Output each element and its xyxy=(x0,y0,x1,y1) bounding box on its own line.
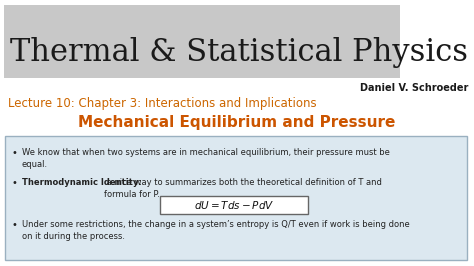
Bar xyxy=(160,196,308,214)
Text: Lecture 10: Chapter 3: Interactions and Implications: Lecture 10: Chapter 3: Interactions and … xyxy=(8,98,317,110)
Text: a nice way to summarizes both the theoretical definition of T and
formula for P.: a nice way to summarizes both the theore… xyxy=(104,178,382,199)
Text: Under some restrictions, the change in a system’s entropy is Q/T even if work is: Under some restrictions, the change in a… xyxy=(22,220,410,241)
Text: •: • xyxy=(12,148,18,158)
Text: Thermal & Statistical Physics: Thermal & Statistical Physics xyxy=(10,38,468,69)
Text: Daniel V. Schroeder: Daniel V. Schroeder xyxy=(360,83,468,93)
Text: Mechanical Equilibrium and Pressure: Mechanical Equilibrium and Pressure xyxy=(78,115,396,131)
Text: $dU = Tds - PdV$: $dU = Tds - PdV$ xyxy=(194,199,274,211)
Bar xyxy=(4,5,400,78)
Text: We know that when two systems are in mechanical equilibrium, their pressure must: We know that when two systems are in mec… xyxy=(22,148,390,169)
Bar xyxy=(5,136,467,260)
Text: Thermodynamic Identity:: Thermodynamic Identity: xyxy=(22,178,142,187)
Text: •: • xyxy=(12,220,18,230)
Text: •: • xyxy=(12,178,18,188)
